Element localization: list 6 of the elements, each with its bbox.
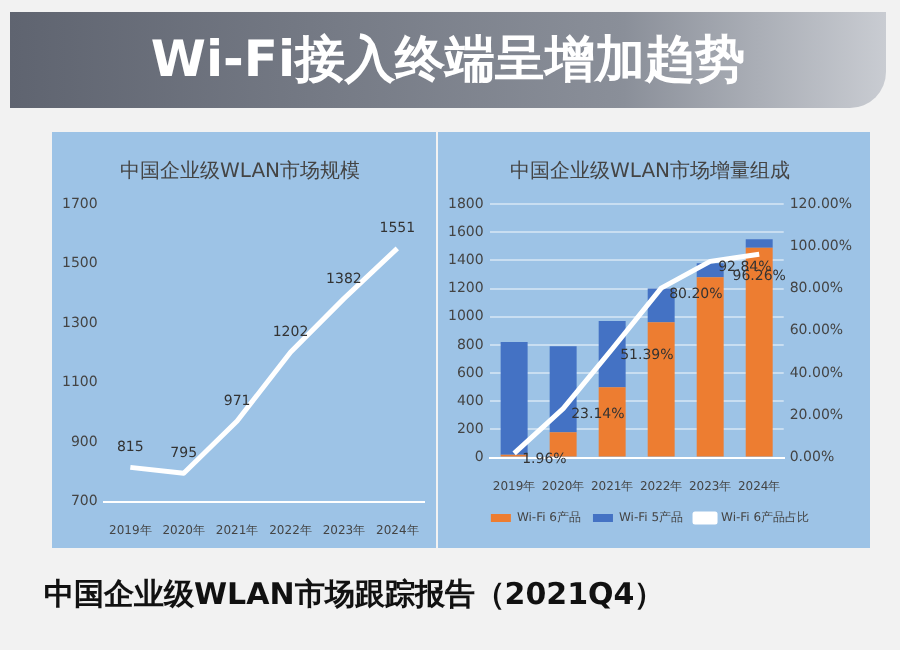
chart-title: 中国企业级WLAN市场规模 xyxy=(119,159,361,184)
chart-title: 中国企业级WLAN市场增量组成 xyxy=(509,159,791,184)
bar xyxy=(745,239,773,248)
bar xyxy=(500,342,528,455)
text: Wi-Fi接入终端呈增加趋势 xyxy=(150,30,746,88)
text: 中国企业级WLAN市场跟踪报告（2021Q4） xyxy=(44,576,665,612)
